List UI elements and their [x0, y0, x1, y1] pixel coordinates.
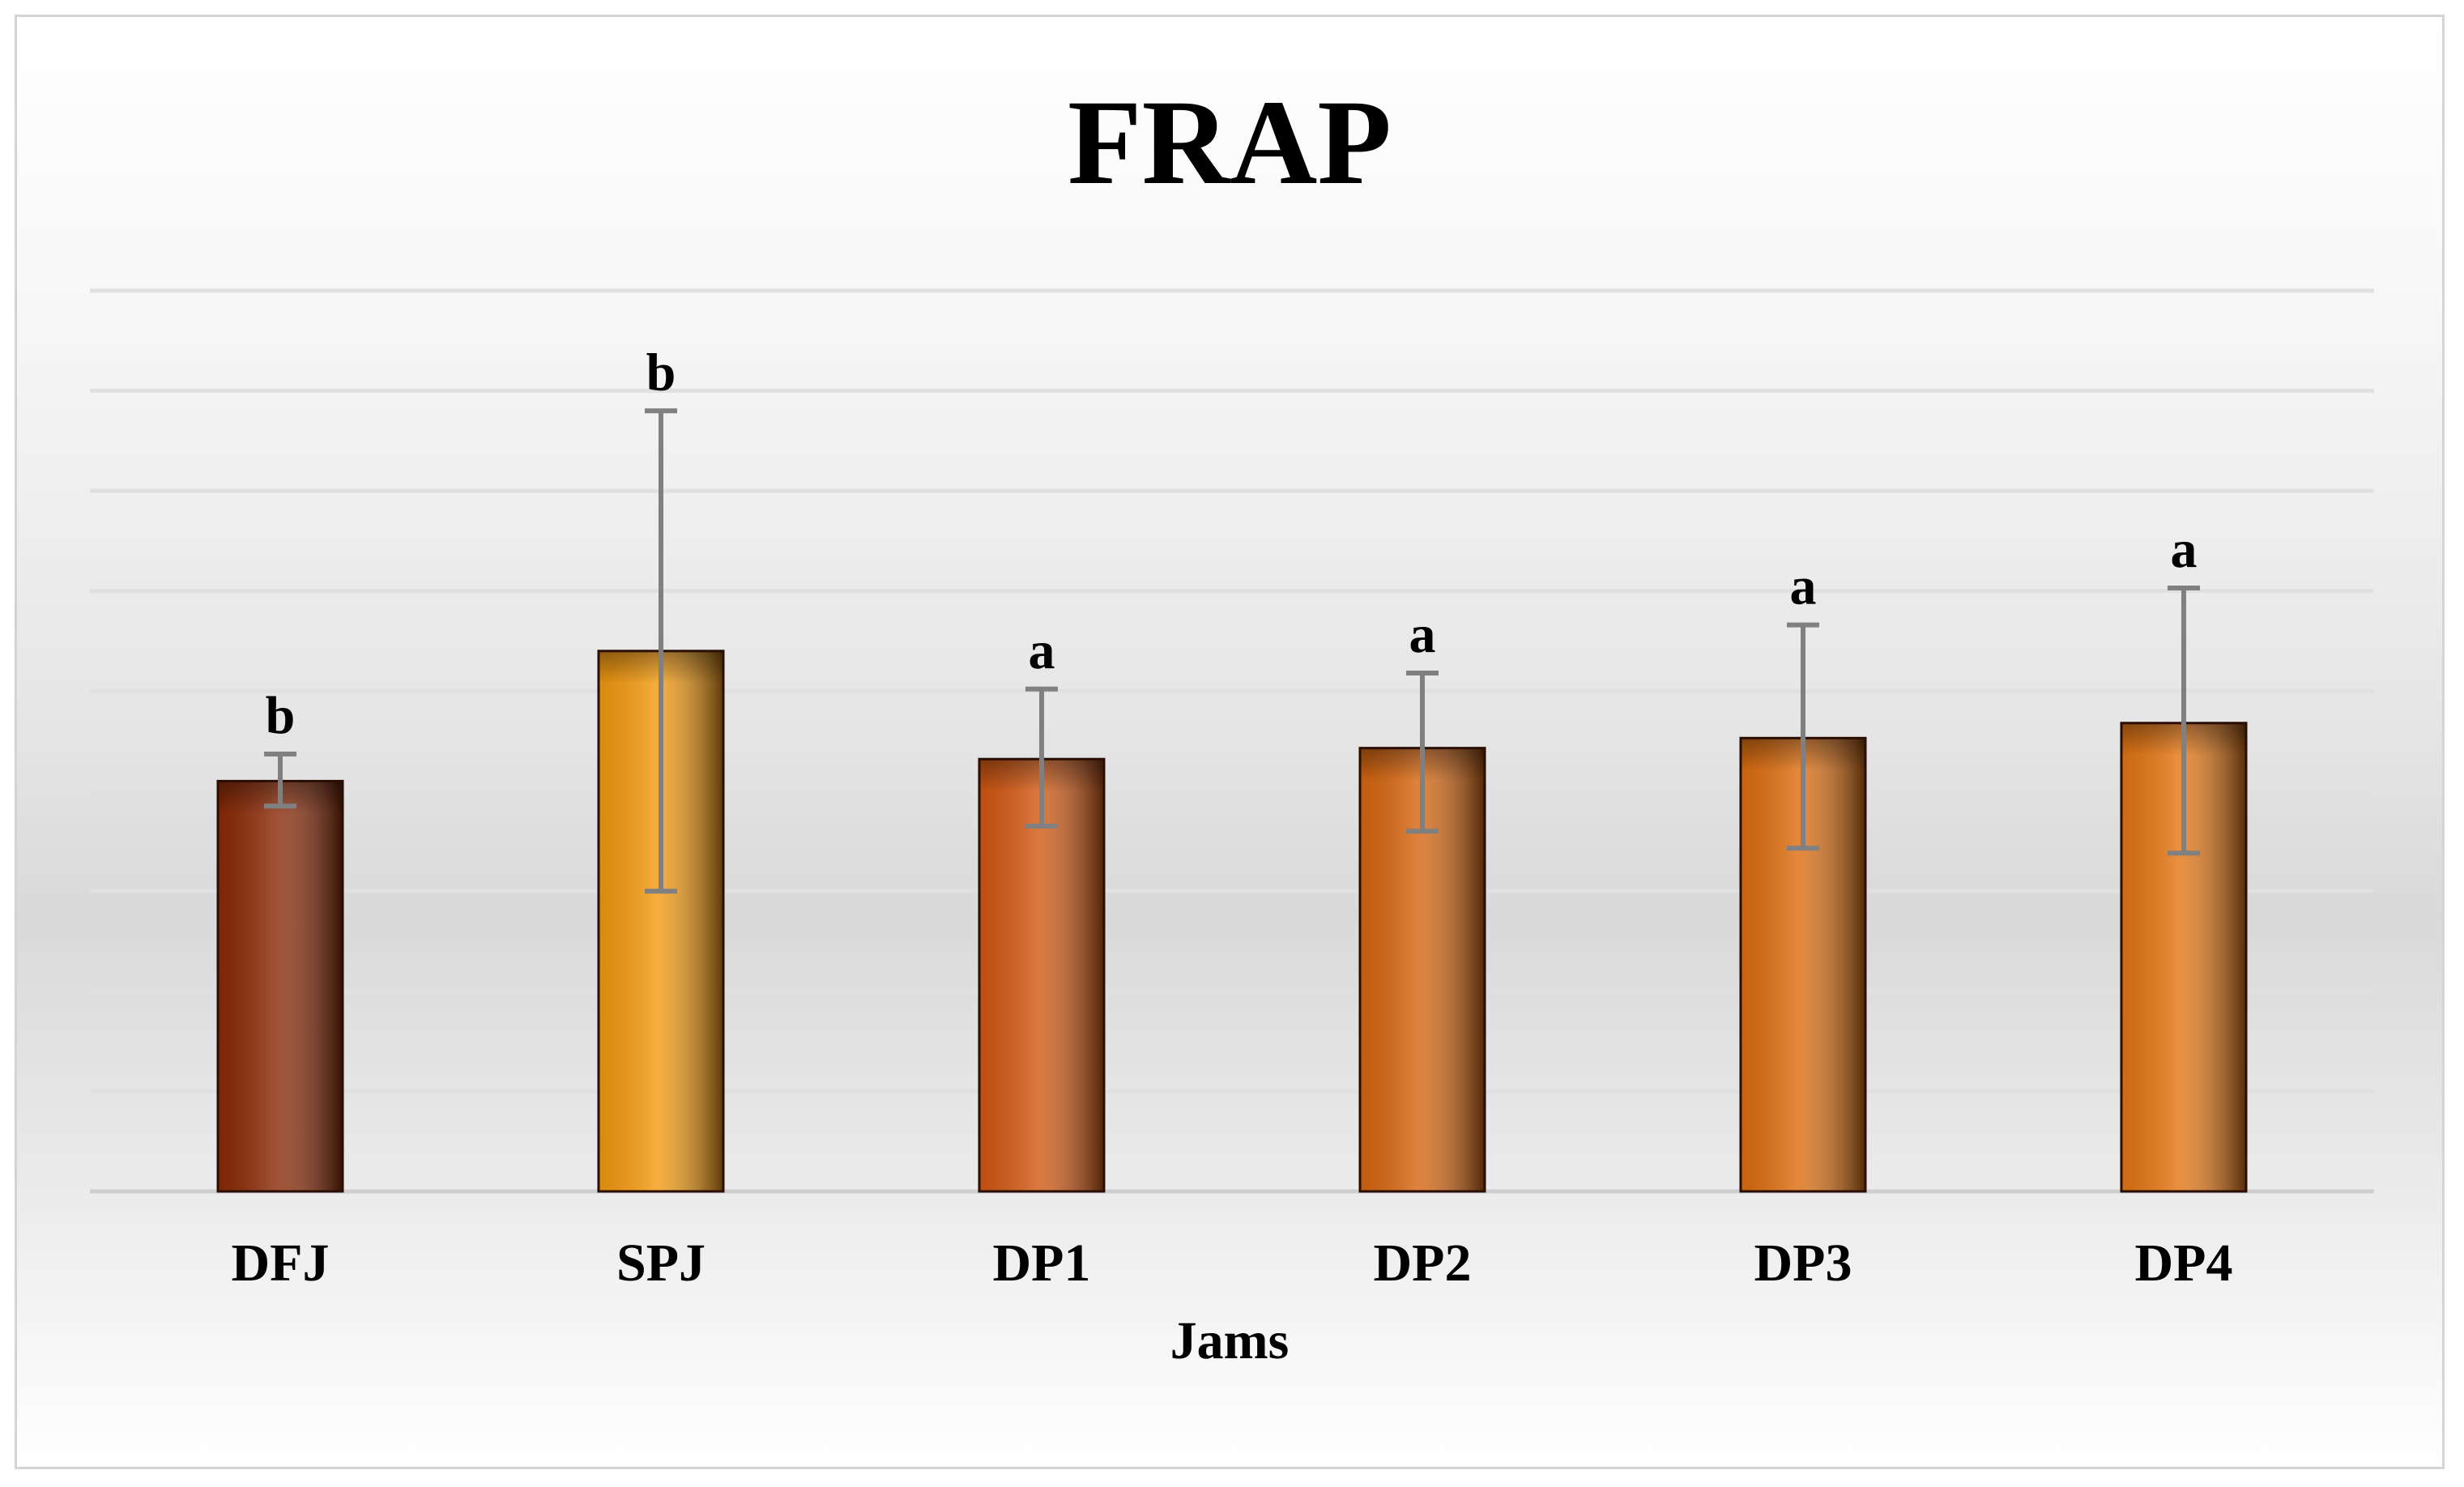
category-label: DP3: [1754, 1233, 1852, 1293]
bars: [216, 650, 2248, 1193]
bar-shade: [218, 781, 343, 1191]
category-label: DP4: [2135, 1233, 2233, 1293]
significance-label: b: [266, 686, 296, 745]
bar-dp1: [978, 757, 1106, 1193]
category-label: DP2: [1374, 1233, 1472, 1293]
category-label: DFJ: [232, 1233, 330, 1293]
error-bar-spj: [645, 408, 677, 894]
chart-svg: FRAP b b a a a a DFJ SPJ DP1 DP2 DP3 DP4 Jams: [90, 75, 2374, 1370]
error-bars: [264, 408, 2200, 894]
category-label: SPJ: [616, 1233, 706, 1293]
significance-label: b: [646, 343, 676, 402]
gridlines: [90, 288, 2374, 1194]
x-axis-title: Jams: [1170, 1311, 1290, 1370]
significance-label: a: [1029, 621, 1055, 680]
significance-labels: b b a a a a: [266, 343, 2198, 745]
error-bar-dp2: [1406, 670, 1439, 834]
bar-shade: [979, 759, 1104, 1191]
significance-label: a: [1790, 557, 1817, 616]
category-label: DP1: [993, 1233, 1091, 1293]
error-bar-dp4: [2168, 585, 2200, 856]
category-labels: DFJ SPJ DP1 DP2 DP3 DP4: [232, 1233, 2233, 1293]
significance-label: a: [2171, 520, 2198, 579]
error-bar-dp1: [1025, 686, 1058, 829]
error-bar-dfj: [264, 752, 296, 809]
bar-dfj: [216, 779, 344, 1193]
significance-label: a: [1409, 605, 1436, 664]
error-bar-dp3: [1787, 622, 1819, 851]
chart-frame: FRAP b b a a a a DFJ SPJ DP1 DP2 DP3 DP4 Jams: [15, 15, 2445, 1469]
chart-title: FRAP: [1068, 75, 1392, 210]
